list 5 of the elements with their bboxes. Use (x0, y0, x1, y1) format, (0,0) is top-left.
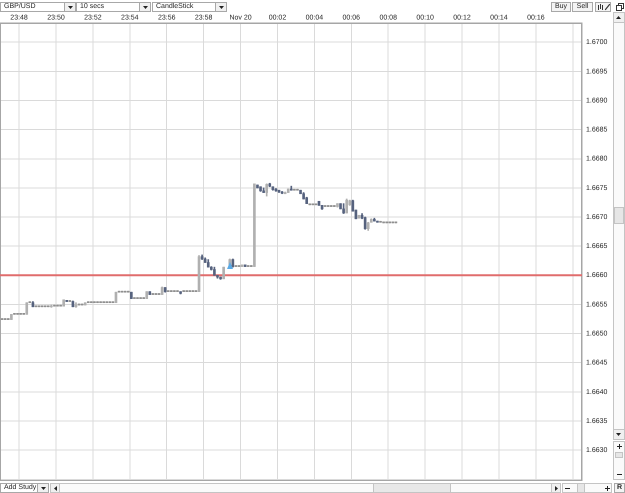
horizontal-zoom-slider[interactable] (562, 483, 612, 493)
vertical-scrollbar[interactable] (613, 12, 625, 440)
vertical-zoom-slider[interactable] (613, 441, 625, 480)
horizontal-scrollbar[interactable] (50, 483, 561, 493)
drawing-tools-button[interactable] (595, 2, 611, 12)
